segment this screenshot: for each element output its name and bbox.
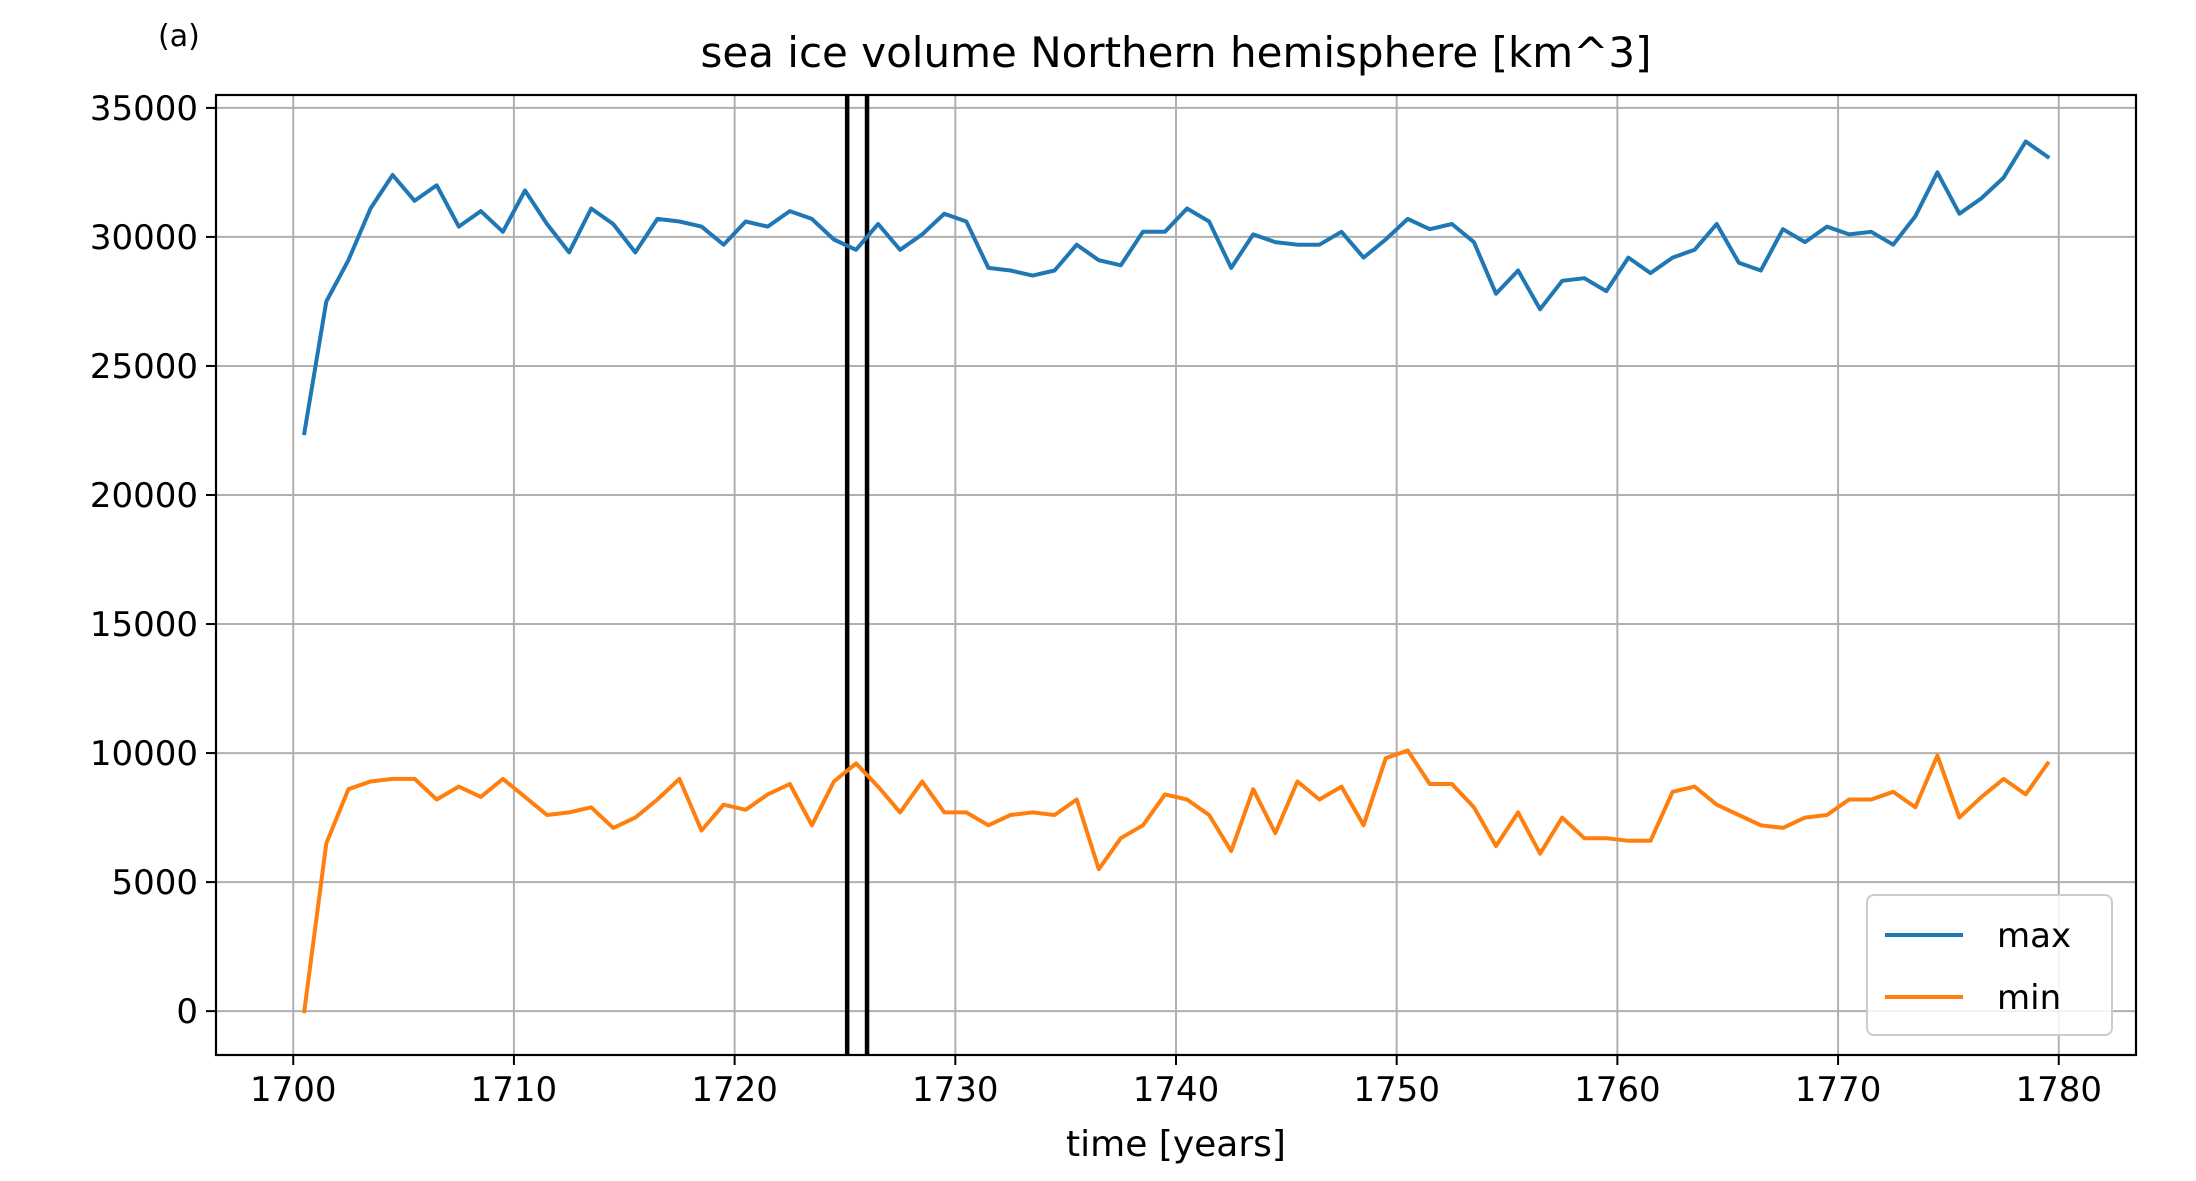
y-axis-ticks: 0 5000 10000 15000 20000 25000 30000 35000 bbox=[90, 89, 216, 1032]
y-tick-label: 30000 bbox=[90, 218, 198, 258]
series-line-max bbox=[301, 139, 2051, 436]
x-tick-label: 1760 bbox=[1574, 1070, 1661, 1110]
vertical-markers bbox=[844, 95, 870, 1055]
x-tick-label: 1730 bbox=[912, 1070, 999, 1110]
legend-label-min: min bbox=[1997, 978, 2061, 1018]
gridlines bbox=[216, 95, 2136, 1055]
legend-box bbox=[1866, 894, 2113, 1036]
y-tick-label: 5000 bbox=[111, 863, 198, 903]
legend-label-max: max bbox=[1997, 916, 2071, 956]
x-tick-label: 1750 bbox=[1353, 1070, 1440, 1110]
legend: max min bbox=[1866, 894, 2113, 1036]
y-tick-label: 15000 bbox=[90, 605, 198, 645]
x-tick-label: 1720 bbox=[691, 1070, 778, 1110]
chart-title: sea ice volume Northern hemisphere [km^3… bbox=[700, 28, 1651, 77]
y-tick-label: 20000 bbox=[90, 476, 198, 516]
series-lines bbox=[301, 139, 2051, 1014]
x-tick-label: 1780 bbox=[2015, 1070, 2102, 1110]
panel-label: (a) bbox=[158, 19, 200, 54]
y-tick-label: 10000 bbox=[90, 734, 198, 774]
x-axis-label: time [years] bbox=[1066, 1124, 1286, 1165]
x-tick-label: 1770 bbox=[1795, 1070, 1882, 1110]
y-tick-label: 0 bbox=[176, 992, 198, 1032]
series-line-min bbox=[302, 748, 2051, 1014]
x-tick-label: 1700 bbox=[250, 1070, 337, 1110]
x-tick-label: 1710 bbox=[471, 1070, 558, 1110]
y-tick-label: 35000 bbox=[90, 89, 198, 129]
x-axis-ticks: 1700 1710 1720 1730 1740 1750 1760 1770 1780 bbox=[250, 1055, 2102, 1110]
y-tick-label: 25000 bbox=[90, 347, 198, 387]
x-tick-label: 1740 bbox=[1133, 1070, 1220, 1110]
